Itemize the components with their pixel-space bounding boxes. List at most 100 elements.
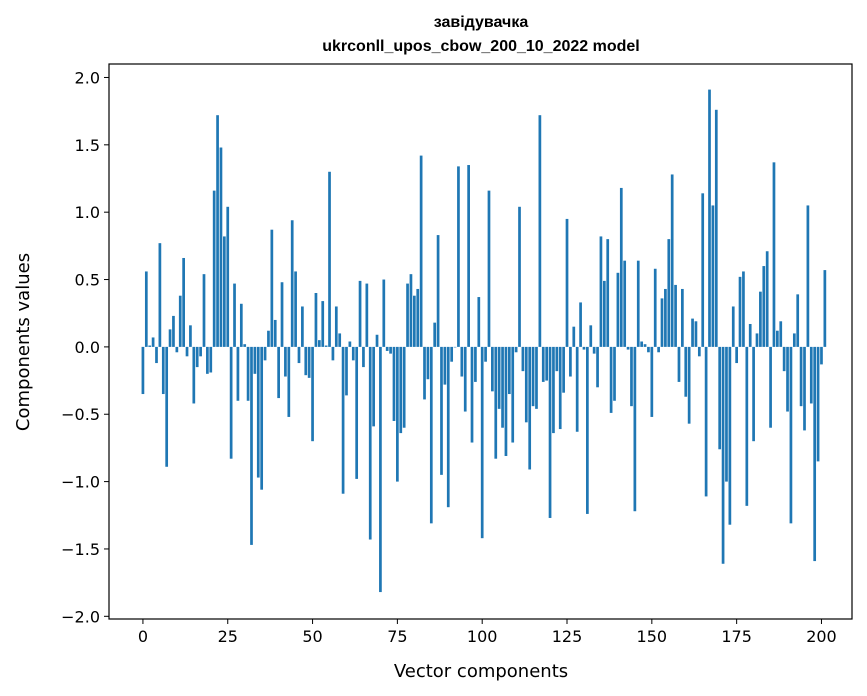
bar-component-146 <box>636 260 640 347</box>
bar-component-54 <box>324 345 328 347</box>
bar-component-6 <box>161 346 165 395</box>
bar-component-171 <box>721 346 725 564</box>
bar-component-70 <box>379 346 382 593</box>
bar-component-192 <box>792 333 796 347</box>
bar-component-145 <box>633 346 637 512</box>
bar-component-96 <box>467 165 470 347</box>
bar-component-149 <box>647 346 650 353</box>
bar-component-86 <box>433 322 437 347</box>
bar-component-186 <box>772 162 776 347</box>
bar-component-5 <box>158 243 162 347</box>
bar-component-64 <box>358 280 362 347</box>
x-tick-label-75: 75 <box>387 627 407 646</box>
bar-component-95 <box>463 346 467 412</box>
bar-component-164 <box>697 346 701 357</box>
bar-component-160 <box>684 346 688 397</box>
bar-component-50 <box>311 346 314 442</box>
bar-component-46 <box>297 346 301 364</box>
bar-component-166 <box>704 346 708 497</box>
bar-component-60 <box>345 346 348 396</box>
bar-component-37 <box>267 330 270 347</box>
bar-component-144 <box>630 346 633 407</box>
bar-component-129 <box>579 302 582 347</box>
y-tick-label-3: −0.5 <box>61 405 100 424</box>
bar-component-135 <box>599 236 603 347</box>
bar-component-113 <box>524 346 528 423</box>
bar-component-123 <box>558 346 562 430</box>
bar-component-198 <box>813 346 817 562</box>
bar-component-25 <box>226 206 230 347</box>
bar-component-154 <box>664 288 667 347</box>
x-tick-label-125: 125 <box>552 627 583 646</box>
bar-component-138 <box>609 346 613 413</box>
bar-component-115 <box>531 346 535 407</box>
bar-component-104 <box>494 346 498 459</box>
bar-component-140 <box>616 272 620 347</box>
bar-component-87 <box>436 235 440 347</box>
bar-component-122 <box>555 346 559 372</box>
bar-component-177 <box>742 271 745 347</box>
bar-component-41 <box>280 282 284 347</box>
y-tick-label-0: −2.0 <box>61 607 100 626</box>
bar-component-187 <box>776 330 779 347</box>
chart-title-line1: завідувачка <box>434 14 529 31</box>
bar-component-112 <box>521 346 525 372</box>
bar-component-168 <box>711 205 715 347</box>
bar-component-159 <box>681 288 684 347</box>
bar-component-81 <box>416 288 420 347</box>
bar-component-200 <box>820 346 823 365</box>
bar-component-26 <box>229 346 233 459</box>
bar-component-4 <box>155 346 158 364</box>
bar-component-176 <box>738 276 742 347</box>
bar-component-92 <box>453 346 457 348</box>
bar-component-191 <box>789 346 793 524</box>
bar-component-3 <box>151 337 155 347</box>
x-tick-label-100: 100 <box>467 627 498 646</box>
bar-component-150 <box>650 346 654 417</box>
bar-component-182 <box>759 291 762 347</box>
bar-component-118 <box>541 346 545 382</box>
bar-component-163 <box>694 321 698 347</box>
bar-component-102 <box>487 190 491 347</box>
bar-component-1 <box>144 271 148 347</box>
bar-component-79 <box>409 274 413 347</box>
bar-component-90 <box>446 346 450 508</box>
bar-component-24 <box>222 236 226 347</box>
bar-component-136 <box>602 280 606 347</box>
bar-component-190 <box>786 346 789 412</box>
bar-component-185 <box>769 346 772 428</box>
bar-component-21 <box>212 190 216 347</box>
bar-component-83 <box>423 346 426 400</box>
bar-component-78 <box>406 283 409 347</box>
bar-component-100 <box>480 346 484 539</box>
bar-component-71 <box>382 279 386 347</box>
bar-component-43 <box>287 346 291 417</box>
bar-component-42 <box>284 346 287 377</box>
y-tick-label-7: 1.5 <box>75 136 100 155</box>
bar-component-183 <box>762 266 766 347</box>
bar-component-61 <box>348 341 352 347</box>
bar-component-33 <box>253 346 257 374</box>
y-axis-ticks: −2.0 −1.5 −1.0 −0.5 0.0 0.5 1.0 1.5 2.0 <box>61 68 109 626</box>
bar-component-141 <box>619 187 623 347</box>
bar-component-142 <box>623 260 627 347</box>
bar-component-11 <box>178 295 182 347</box>
bar-component-31 <box>246 346 250 401</box>
bar-component-22 <box>216 115 219 347</box>
bar-component-49 <box>307 346 311 378</box>
bar-component-39 <box>273 319 277 347</box>
bar-component-120 <box>548 346 552 518</box>
bar-component-76 <box>399 346 403 434</box>
bar-component-69 <box>375 334 379 347</box>
bar-component-12 <box>182 257 185 347</box>
bar-component-48 <box>304 346 308 376</box>
bar-component-51 <box>314 293 318 347</box>
bars-group <box>141 89 827 593</box>
bar-component-93 <box>457 166 460 347</box>
bar-component-63 <box>355 346 359 479</box>
bar-component-57 <box>334 306 338 347</box>
bar-component-44 <box>290 220 294 347</box>
bar-component-121 <box>552 346 555 434</box>
bar-component-130 <box>582 346 586 350</box>
